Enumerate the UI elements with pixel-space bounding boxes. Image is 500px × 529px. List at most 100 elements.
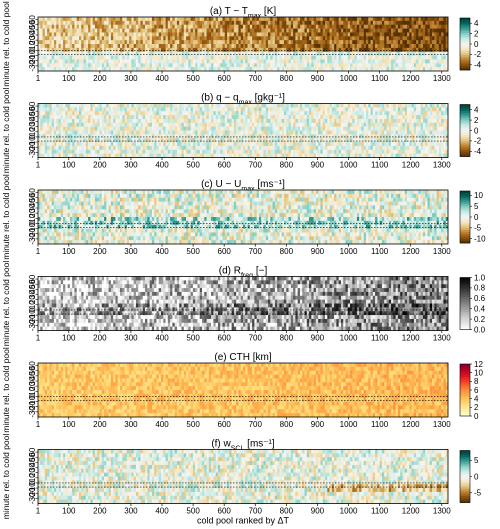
heatmap-cell xyxy=(85,40,89,45)
heatmap-cell xyxy=(375,51,378,56)
heatmap-cell xyxy=(149,115,153,120)
heatmap-cell xyxy=(172,55,175,60)
heatmap-cell xyxy=(247,55,251,60)
heatmap-cell xyxy=(101,130,105,135)
heatmap-cell xyxy=(366,40,369,45)
heatmap-cell xyxy=(375,111,378,116)
heatmap-cell xyxy=(286,103,289,108)
heatmap-cell xyxy=(290,63,294,68)
heatmap-cell xyxy=(304,24,308,29)
heatmap-cell xyxy=(363,103,367,108)
heatmap-cell xyxy=(190,44,194,49)
heatmap-cell xyxy=(53,122,57,127)
heatmap-cell xyxy=(195,153,198,158)
heatmap-cell xyxy=(295,149,298,154)
heatmap-cell xyxy=(44,55,48,60)
heatmap-cell xyxy=(138,67,141,72)
heatmap-cell xyxy=(395,107,399,112)
heatmap-cell xyxy=(165,134,169,139)
heatmap-cell xyxy=(391,36,394,41)
heatmap-cell xyxy=(145,17,148,22)
heatmap-cell xyxy=(286,44,289,49)
heatmap-cell xyxy=(325,103,328,108)
heatmap-cell xyxy=(58,142,62,147)
heatmap-cell xyxy=(104,47,107,53)
heatmap-cell xyxy=(165,153,169,158)
heatmap-cell xyxy=(286,115,289,120)
heatmap-cell xyxy=(224,111,228,116)
heatmap-cell xyxy=(268,44,271,49)
heatmap-cell xyxy=(240,28,244,33)
heatmap-cell xyxy=(258,103,262,108)
heatmap-cell xyxy=(120,63,123,68)
heatmap-cell xyxy=(297,153,301,158)
heatmap-cell xyxy=(183,51,187,56)
heatmap-cell xyxy=(313,118,317,124)
heatmap-cell xyxy=(422,36,426,41)
heatmap-cell xyxy=(147,24,150,29)
heatmap-cell xyxy=(400,122,403,127)
heatmap-cell xyxy=(53,130,57,135)
heatmap-cell xyxy=(345,24,349,29)
heatmap-cell xyxy=(172,138,175,143)
heatmap-cell xyxy=(375,142,378,147)
heatmap-cell xyxy=(197,24,201,29)
heatmap-cell xyxy=(117,32,121,37)
heatmap-cell xyxy=(416,103,419,108)
heatmap-cell xyxy=(354,36,358,41)
heatmap-cell xyxy=(375,32,378,37)
heatmap-cell xyxy=(402,130,406,135)
heatmap-cell xyxy=(265,103,269,108)
heatmap-cell xyxy=(229,20,232,26)
heatmap-cell xyxy=(352,134,355,139)
heatmap-cell xyxy=(88,67,91,72)
heatmap-cell xyxy=(413,107,417,112)
heatmap-cell xyxy=(236,149,239,154)
heatmap-cell xyxy=(231,44,235,49)
heatmap-cell xyxy=(192,126,196,131)
heatmap-cell xyxy=(361,103,365,108)
heatmap-cell xyxy=(108,122,112,127)
heatmap-cell xyxy=(117,47,121,53)
heatmap-cell xyxy=(322,115,326,120)
heatmap-cell xyxy=(313,47,317,53)
heatmap-cell xyxy=(79,130,82,135)
heatmap-cell xyxy=(124,145,128,151)
heatmap-cell xyxy=(313,126,317,131)
heatmap-cell xyxy=(79,149,82,154)
heatmap-cell xyxy=(206,67,210,72)
heatmap-cell xyxy=(145,126,148,131)
heatmap-cell xyxy=(202,59,205,64)
heatmap-cell xyxy=(90,122,93,127)
heatmap-cell xyxy=(220,145,223,151)
heatmap-cell xyxy=(311,142,314,147)
heatmap-cell xyxy=(372,36,376,41)
heatmap-cell xyxy=(115,20,119,26)
heatmap-cell xyxy=(97,149,100,154)
heatmap-cell xyxy=(126,47,130,53)
heatmap-cell xyxy=(288,111,292,116)
heatmap-cell xyxy=(192,153,196,158)
heatmap-cell xyxy=(279,115,283,120)
heatmap-cell xyxy=(402,149,406,154)
heatmap-cell xyxy=(147,107,150,112)
heatmap-cell xyxy=(106,63,109,68)
heatmap-cell xyxy=(197,55,201,60)
heatmap-cell xyxy=(336,122,339,127)
heatmap-cell xyxy=(336,32,339,37)
heatmap-cell xyxy=(56,32,59,37)
heatmap-cell xyxy=(240,17,244,22)
heatmap-cell xyxy=(297,40,301,45)
heatmap-cell xyxy=(208,32,212,37)
heatmap-cell xyxy=(131,55,134,60)
heatmap-cell xyxy=(272,134,276,139)
heatmap-cell xyxy=(122,111,125,116)
heatmap-cell xyxy=(420,126,424,131)
heatmap-cell xyxy=(113,142,116,147)
heatmap-cell xyxy=(135,103,139,108)
heatmap-cell xyxy=(245,51,248,56)
heatmap-cell xyxy=(142,55,146,60)
heatmap-cell xyxy=(158,153,162,158)
heatmap-cell xyxy=(97,142,100,147)
heatmap-cell xyxy=(413,47,417,53)
